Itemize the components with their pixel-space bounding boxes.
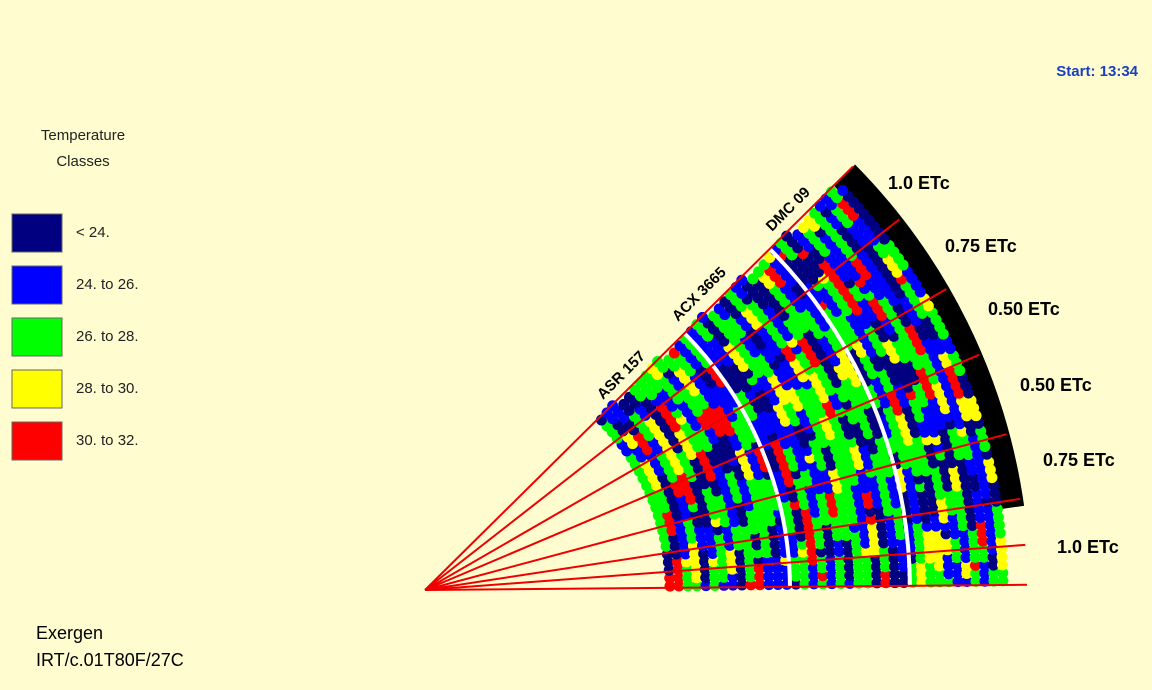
legend-swatch (12, 370, 62, 408)
background (0, 0, 1152, 690)
legend-swatch (12, 214, 62, 252)
legend-label: 28. to 30. (76, 380, 139, 397)
screen: Start: 13:34 Temperature Classes < 24. 24… (0, 0, 1152, 690)
treatment-label: 0.75 ETc (1043, 450, 1115, 470)
cell (652, 356, 663, 367)
cell (607, 400, 618, 411)
treatment-label: 0.50 ETc (1020, 375, 1092, 395)
legend-label: < 24. (76, 224, 110, 241)
legend-swatch (12, 318, 62, 356)
legend-title: Classes (56, 153, 109, 170)
legend-swatch (12, 422, 62, 460)
cell (697, 312, 708, 323)
start-time: Start: 13:34 (1056, 63, 1138, 80)
legend-title: Temperature (41, 127, 125, 144)
treatment-label: 0.75 ETc (945, 236, 1017, 256)
treatment-label: 1.0 ETc (888, 173, 950, 193)
legend-swatch (12, 266, 62, 304)
treatment-label: 0.50 ETc (988, 299, 1060, 319)
treatment-label: 1.0 ETc (1057, 537, 1119, 557)
legend-label: 24. to 26. (76, 276, 139, 293)
legend-label: 30. to 32. (76, 432, 139, 449)
footer-line: IRT/c.01T80F/27C (36, 650, 184, 670)
legend-label: 26. to 28. (76, 328, 139, 345)
cell (837, 185, 848, 196)
footer-line: Exergen (36, 623, 103, 643)
